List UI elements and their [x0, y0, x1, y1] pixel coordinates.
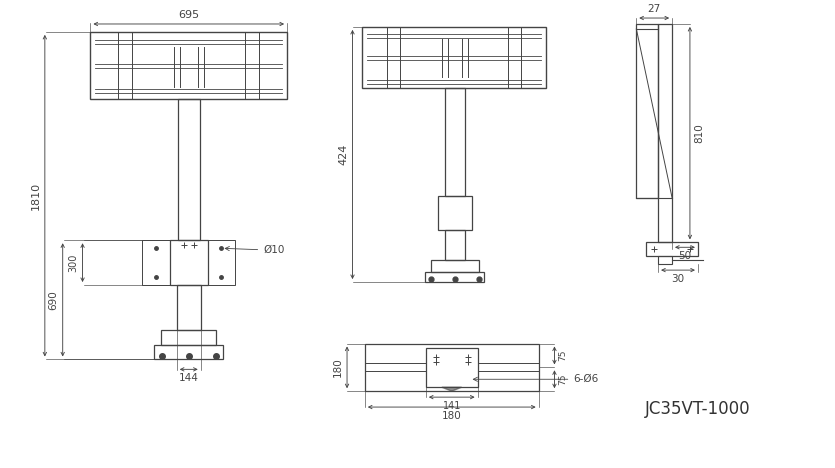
Text: 424: 424: [338, 144, 348, 165]
Text: 30: 30: [671, 274, 685, 284]
Bar: [445, 230, 464, 260]
Bar: [362, 27, 546, 88]
Text: 180: 180: [442, 411, 462, 421]
Bar: [178, 99, 200, 241]
Bar: [478, 363, 539, 371]
Bar: [438, 196, 472, 230]
Bar: [142, 241, 170, 285]
Text: 75: 75: [559, 373, 568, 385]
Text: 27: 27: [648, 4, 660, 14]
Bar: [161, 329, 216, 344]
Text: 1810: 1810: [31, 182, 41, 210]
Bar: [154, 344, 224, 359]
Text: 300: 300: [68, 254, 78, 272]
Text: JC35VT-1000: JC35VT-1000: [645, 400, 751, 418]
Bar: [365, 363, 426, 371]
Text: 695: 695: [178, 10, 200, 20]
Bar: [658, 256, 672, 264]
Bar: [426, 348, 478, 387]
Bar: [387, 27, 400, 88]
Text: 690: 690: [48, 290, 58, 310]
Bar: [119, 32, 132, 99]
Bar: [90, 32, 287, 99]
Bar: [658, 24, 672, 242]
Text: 50: 50: [678, 251, 691, 261]
Bar: [425, 272, 484, 282]
Text: 180: 180: [333, 358, 343, 377]
Bar: [431, 260, 478, 272]
Text: Ø10: Ø10: [225, 245, 285, 255]
Bar: [509, 27, 521, 88]
Polygon shape: [442, 387, 462, 391]
Bar: [636, 24, 658, 197]
Bar: [445, 88, 464, 196]
Bar: [170, 241, 208, 285]
Text: 144: 144: [179, 373, 199, 383]
Text: 75: 75: [559, 350, 568, 361]
Bar: [177, 285, 200, 329]
Bar: [646, 242, 698, 256]
Bar: [365, 344, 539, 391]
Text: 6-Ø6: 6-Ø6: [473, 374, 599, 384]
Text: 810: 810: [694, 123, 704, 143]
Bar: [245, 32, 259, 99]
Bar: [208, 241, 235, 285]
Text: 141: 141: [443, 401, 461, 411]
